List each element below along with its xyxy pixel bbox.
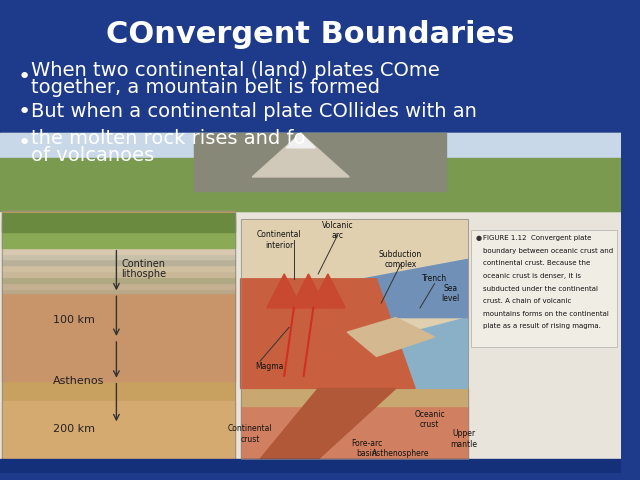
Text: Oceanic
crust: Oceanic crust [415, 410, 445, 429]
Text: Sea
level: Sea level [441, 284, 460, 303]
Bar [472, 230, 617, 347]
Bar [0, 133, 621, 162]
Text: 200 km: 200 km [53, 424, 95, 434]
Bar [2, 277, 235, 283]
Bar [2, 288, 235, 293]
Text: lithosphe: lithosphe [121, 269, 166, 279]
Text: of volcanoes: of volcanoes [31, 146, 154, 165]
Bar [2, 401, 235, 459]
Bar [241, 219, 468, 459]
Polygon shape [348, 318, 435, 357]
Text: together, a mountain belt is formed: together, a mountain belt is formed [31, 78, 380, 97]
Polygon shape [318, 318, 468, 388]
Text: Asthenosphere: Asthenosphere [372, 449, 429, 458]
Bar [2, 293, 235, 381]
Polygon shape [260, 388, 396, 459]
Bar [2, 271, 235, 277]
Bar [2, 253, 235, 259]
Bar [2, 213, 235, 232]
Bar [2, 265, 235, 271]
Text: Trench: Trench [422, 274, 447, 283]
Polygon shape [337, 259, 468, 318]
Bar [194, 133, 446, 192]
Text: When two continental (land) plates COme: When two continental (land) plates COme [31, 61, 440, 80]
Text: Asthenos: Asthenos [53, 376, 105, 385]
Polygon shape [252, 133, 349, 177]
Polygon shape [291, 274, 326, 308]
Text: Continental
interior: Continental interior [257, 230, 301, 250]
Text: mountains forms on the continental: mountains forms on the continental [483, 311, 609, 317]
Polygon shape [241, 279, 415, 388]
Polygon shape [267, 274, 301, 308]
Text: FIGURE 1.12  Convergent plate: FIGURE 1.12 Convergent plate [483, 235, 591, 241]
Text: Magma: Magma [255, 361, 284, 371]
Text: But when a continental plate COllides with an: But when a continental plate COllides wi… [31, 102, 477, 121]
Text: 100 km: 100 km [53, 314, 95, 324]
Text: Continen: Continen [121, 259, 165, 269]
Bar [0, 157, 621, 211]
Bar [0, 459, 621, 473]
Text: •: • [17, 133, 31, 153]
Text: subducted under the continental: subducted under the continental [483, 286, 598, 291]
Bar [472, 230, 617, 347]
Text: boundary between oceanic crust and: boundary between oceanic crust and [483, 248, 613, 253]
Text: crust. A chain of volcanic: crust. A chain of volcanic [483, 298, 572, 304]
Bar [2, 211, 235, 459]
Bar [0, 206, 621, 473]
Bar [241, 219, 468, 459]
Bar [2, 211, 235, 459]
Text: the molten rock rises and fo: the molten rock rises and fo [31, 129, 305, 148]
Bar [241, 406, 468, 459]
Text: COnvergent Boundaries: COnvergent Boundaries [106, 20, 515, 49]
Bar [241, 388, 468, 406]
Bar [2, 259, 235, 265]
Text: Continental
crust: Continental crust [228, 424, 273, 444]
Text: Fore-arc
basin: Fore-arc basin [351, 439, 382, 458]
Polygon shape [286, 133, 316, 148]
Text: •: • [17, 102, 31, 122]
Text: •: • [17, 67, 31, 87]
Bar [2, 283, 235, 288]
Text: Subduction
complex: Subduction complex [379, 250, 422, 269]
Text: continental crust. Because the: continental crust. Because the [483, 260, 590, 266]
Bar [2, 219, 235, 248]
Bar [0, 133, 621, 211]
Text: ●: ● [476, 235, 481, 241]
Text: plate as a result of rising magma.: plate as a result of rising magma. [483, 324, 601, 329]
Text: Upper
mantle: Upper mantle [450, 429, 477, 448]
Bar [2, 248, 235, 253]
Text: Volcanic
arc: Volcanic arc [322, 221, 353, 240]
Polygon shape [310, 274, 346, 308]
Text: oceanic crust is denser, it is: oceanic crust is denser, it is [483, 273, 581, 279]
